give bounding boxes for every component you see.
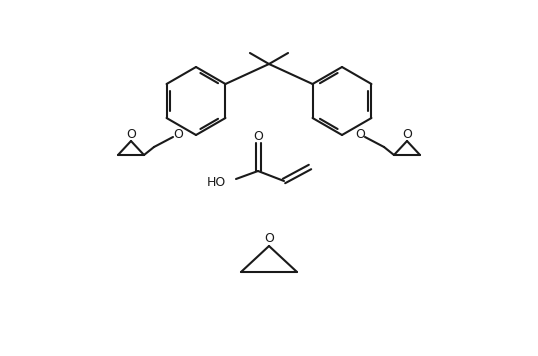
Text: O: O [402, 129, 412, 141]
Text: HO: HO [207, 177, 226, 189]
Text: O: O [253, 131, 263, 143]
Text: O: O [355, 129, 365, 141]
Text: O: O [126, 129, 136, 141]
Text: O: O [264, 232, 274, 246]
Text: O: O [173, 129, 183, 141]
